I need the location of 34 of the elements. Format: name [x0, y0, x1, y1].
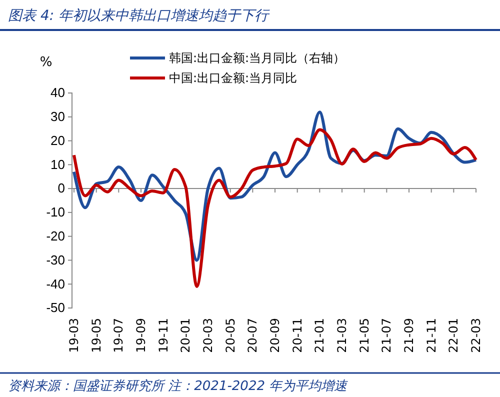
- legend-label: 中国:出口金额:当月同比: [169, 71, 298, 85]
- x-tick-label: 20-07: [246, 318, 260, 353]
- chart-title: 图表 4: 年初以来中韩出口增速均趋于下行: [8, 8, 271, 24]
- x-tick-label: 19-09: [134, 318, 148, 353]
- x-tick-label: 21-07: [380, 318, 394, 353]
- y-tick-label: 0: [58, 180, 65, 196]
- y-tick-label: 40: [50, 85, 65, 100]
- x-tick-label: 19-07: [112, 318, 126, 353]
- x-tick-label: 21-05: [357, 318, 372, 353]
- y-tick-label: 20: [50, 132, 65, 148]
- x-tick-label: 19-03: [67, 318, 81, 353]
- legend-label: 韩国:出口金额:当月同比（右轴）: [169, 51, 346, 65]
- x-tick-label: 21-01: [312, 318, 327, 353]
- x-tick-label: 21-09: [402, 318, 416, 353]
- x-tick-label: 20-11: [290, 318, 304, 353]
- y-tick-label: -20: [46, 228, 65, 244]
- x-tick-label: 20-09: [268, 318, 282, 353]
- x-tick-label: 19-11: [156, 318, 170, 353]
- x-tick-label: 20-01: [178, 318, 193, 353]
- y-tick-label: 10: [50, 156, 65, 172]
- y-tick-label: -30: [46, 252, 65, 268]
- x-tick-label: 22-01: [446, 318, 461, 353]
- x-tick-label: 20-03: [201, 318, 215, 353]
- y-tick-label: -40: [46, 276, 65, 292]
- x-tick-label: 21-03: [335, 318, 349, 353]
- text: 资料来源：国盛证券研究所 注：2021-2022 年为平均增速: [8, 379, 348, 394]
- y-tick-label: -50: [46, 300, 65, 316]
- y-tick-label: -10: [46, 204, 65, 220]
- x-tick-label: 21-11: [424, 318, 438, 353]
- y-axis-title: %: [40, 55, 52, 70]
- x-tick-label: 20-05: [223, 318, 238, 353]
- x-tick-label: 19-05: [89, 318, 104, 353]
- x-tick-label: 22-03: [469, 318, 483, 353]
- y-tick-label: 30: [50, 109, 65, 124]
